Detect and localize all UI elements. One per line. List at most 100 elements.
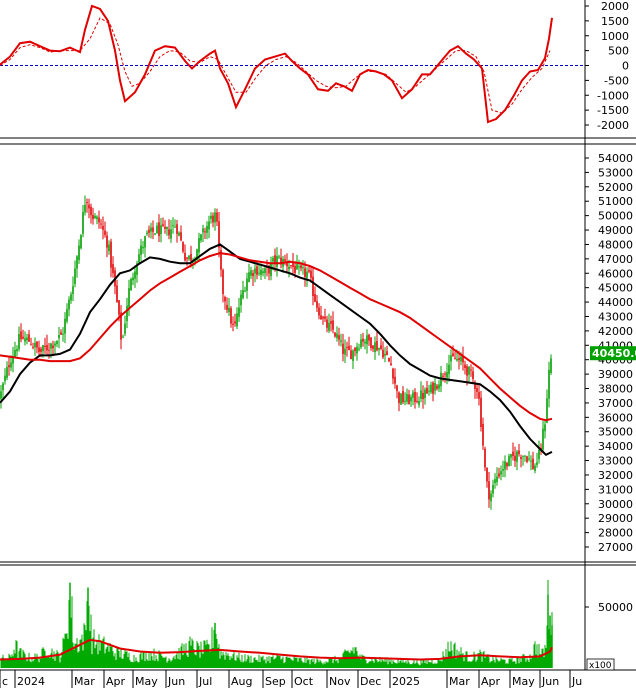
candle-body xyxy=(46,344,48,351)
y-tick-label: 50000 xyxy=(598,210,633,223)
candle-body xyxy=(18,334,20,350)
candle-body xyxy=(50,343,52,349)
candle-body xyxy=(538,449,540,460)
candle-body xyxy=(428,390,430,392)
candle-body xyxy=(262,271,264,274)
candle-body xyxy=(478,392,480,399)
candle-body xyxy=(354,348,356,352)
candle-body xyxy=(408,394,410,405)
candle-body xyxy=(386,351,388,356)
candle-body xyxy=(406,394,408,402)
candle-body xyxy=(516,451,518,462)
candle-body xyxy=(44,345,46,347)
candle-body xyxy=(236,313,238,327)
candle-body xyxy=(274,255,276,264)
candle-body xyxy=(126,305,128,322)
candle-body xyxy=(66,309,68,322)
y-tick-label: 45000 xyxy=(598,282,633,295)
candle-body xyxy=(216,212,218,222)
x-tick-label: Aug xyxy=(231,675,252,688)
candle-body xyxy=(110,241,112,268)
candle-body xyxy=(520,457,522,459)
candle-body xyxy=(56,340,58,345)
candle-body xyxy=(334,332,336,337)
candle-body xyxy=(450,355,452,362)
candle-body xyxy=(426,387,428,394)
candle-body xyxy=(162,224,164,226)
candle-body xyxy=(36,341,38,348)
candle-body xyxy=(196,249,198,261)
candle-body xyxy=(244,290,246,292)
x-tick-label: Apr xyxy=(106,675,126,688)
candle-body xyxy=(470,369,472,371)
candle-body xyxy=(356,346,358,354)
candle-body xyxy=(486,467,488,482)
candle-body xyxy=(350,350,352,359)
candle-body xyxy=(116,285,118,302)
candle-body xyxy=(16,349,18,352)
candle-body xyxy=(542,428,544,450)
candle-body xyxy=(546,398,548,423)
candle-body xyxy=(550,358,552,373)
candle-body xyxy=(78,245,80,260)
y-tick-label: -500 xyxy=(604,74,629,87)
candle-body xyxy=(306,271,308,278)
candle-body xyxy=(188,255,190,260)
candle-body xyxy=(258,272,260,274)
candle-body xyxy=(158,222,160,237)
candle-body xyxy=(548,369,550,399)
candle-body xyxy=(64,318,66,334)
y-tick-label: 27000 xyxy=(598,541,633,554)
candle-body xyxy=(102,225,104,230)
candle-body xyxy=(256,266,258,275)
candle-body xyxy=(480,397,482,427)
y-tick-label: -2000 xyxy=(597,119,629,132)
candle-body xyxy=(268,265,270,274)
candle-body xyxy=(26,337,28,341)
candle-body xyxy=(204,231,206,233)
candle-body xyxy=(240,294,242,306)
candle-body xyxy=(34,342,36,348)
candle-body xyxy=(70,294,72,301)
candle-body xyxy=(136,263,138,275)
candle-body xyxy=(122,336,124,338)
candle-body xyxy=(284,259,286,262)
candle-body xyxy=(364,341,366,344)
candle-body xyxy=(20,331,22,340)
candle-body xyxy=(62,333,64,335)
y-tick-label: 47000 xyxy=(598,253,633,266)
candle-body xyxy=(400,393,402,405)
candle-body xyxy=(392,368,394,379)
candle-body xyxy=(536,462,538,465)
candle-body xyxy=(378,347,380,350)
candle-body xyxy=(448,364,450,374)
candle-body xyxy=(526,456,528,462)
candle-body xyxy=(430,384,432,393)
candle-body xyxy=(362,338,364,342)
candle-body xyxy=(8,365,10,368)
candle-body xyxy=(224,297,226,302)
candle-body xyxy=(230,308,232,324)
candle-body xyxy=(432,382,434,394)
candle-body xyxy=(326,319,328,328)
candle-body xyxy=(442,375,444,377)
candle-body xyxy=(348,345,350,351)
y-tick-label: -1000 xyxy=(597,89,629,102)
y-tick-label: 53000 xyxy=(598,166,633,179)
candle-body xyxy=(180,232,182,241)
candle-body xyxy=(286,262,288,267)
candle-body xyxy=(476,388,478,392)
candle-body xyxy=(288,266,290,270)
volume-moving-average-line xyxy=(0,638,553,661)
y-tick-label: 33000 xyxy=(598,455,633,468)
candle-body xyxy=(170,229,172,239)
x-tick-label: Mar xyxy=(449,675,470,688)
candle-body xyxy=(302,267,304,269)
candle-body xyxy=(100,223,102,225)
candle-body xyxy=(190,254,192,261)
y-tick-label: 500 xyxy=(608,45,629,58)
candle-body xyxy=(152,227,154,232)
oscillator-series-line xyxy=(0,17,551,114)
candle-body xyxy=(462,356,464,363)
candle-body xyxy=(182,242,184,252)
